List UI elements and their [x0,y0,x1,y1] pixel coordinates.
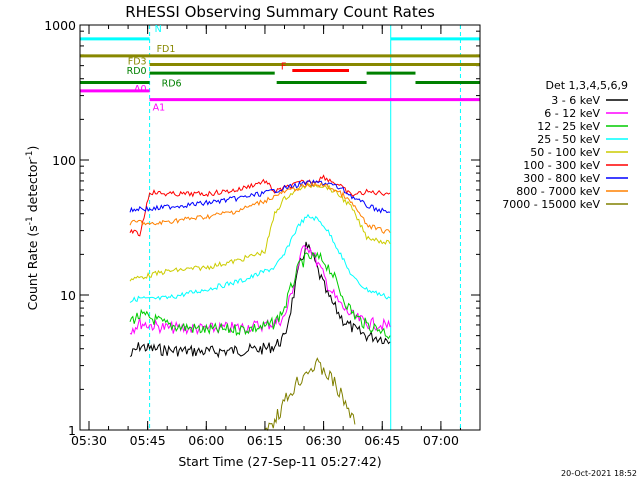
series-line [129,251,391,340]
y-tick-label: 1000 [44,18,76,33]
flag-label: RD0 [127,66,147,77]
plot-frame [79,24,481,431]
flag-label: A1 [153,103,166,114]
timestamp: 20-Oct-2021 18:52 [561,469,637,478]
legend-entry-label: 25 - 50 keV [537,133,600,146]
series-line [264,357,356,432]
series-line [129,183,391,282]
series-line [129,241,391,359]
series-line [129,244,391,336]
y-tick-label: 1 [68,423,76,438]
y-tick-label: 100 [52,153,76,168]
y-axis-label-mid: detector [25,159,40,217]
legend-entry-label: 100 - 300 keV [523,159,600,172]
series-line [129,174,391,237]
x-tick-label: 06:00 [188,433,224,448]
chart-title: RHESSI Observing Summary Count Rates [125,3,435,21]
series-line [129,179,391,214]
y-axis-label-sup2: -1 [25,151,35,160]
legend-entry-label: 800 - 7000 keV [516,185,600,198]
x-tick-label: 06:45 [364,433,400,448]
legend-entry-label: 12 - 25 keV [537,120,600,133]
legend-entry-label: 300 - 800 keV [523,172,600,185]
flag-label: F [281,62,286,73]
flag-label: N [155,24,162,35]
x-tick-label: 06:15 [247,433,283,448]
x-tick-label: 05:30 [71,433,107,448]
y-axis-label-main: Count Rate (s [25,225,40,310]
legend-title: Det 1,3,4,5,6,9 [545,79,628,92]
flag-label: RD6 [162,79,182,90]
legend-entry-label: 6 - 12 keV [544,107,600,120]
x-tick-label: 06:30 [306,433,342,448]
x-tick-label: 07:00 [423,433,459,448]
y-axis-label: Count Rate (s-1 detector-1) [25,146,40,311]
legend-entry-label: 50 - 100 keV [530,146,600,159]
y-axis-label-sup1: -1 [25,216,35,225]
y-tick-label: 10 [60,288,76,303]
flag-label: A0 [134,84,147,95]
y-axis-label-end: ) [25,146,40,151]
legend-entry-label: 7000 - 15000 keV [502,198,600,211]
x-axis-label: Start Time (27-Sep-11 05:27:42) [178,454,381,469]
flag-label: FD1 [157,44,176,55]
flag-label: FD3 [128,56,147,67]
series-line [129,213,391,303]
legend-entry-label: 3 - 6 keV [551,94,600,107]
series-line [129,181,391,235]
x-tick-label: 05:45 [130,433,166,448]
plot-elements [80,25,481,432]
